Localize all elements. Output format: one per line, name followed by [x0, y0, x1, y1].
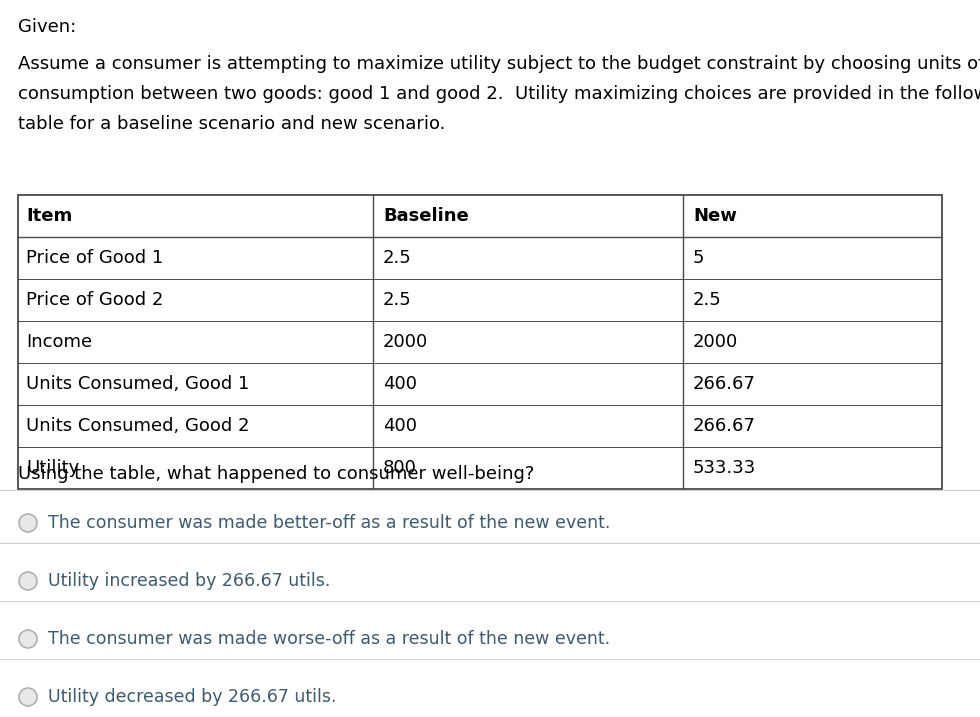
Text: Assume a consumer is attempting to maximize utility subject to the budget constr: Assume a consumer is attempting to maxim…: [18, 55, 980, 73]
Text: 266.67: 266.67: [693, 417, 756, 435]
Text: 400: 400: [383, 375, 417, 393]
Text: Item: Item: [26, 207, 73, 225]
Text: Using the table, what happened to consumer well-being?: Using the table, what happened to consum…: [18, 465, 534, 483]
Text: 2.5: 2.5: [693, 291, 721, 309]
Text: Utility decreased by 266.67 utils.: Utility decreased by 266.67 utils.: [48, 688, 336, 706]
Text: 400: 400: [383, 417, 417, 435]
Text: consumption between two goods: good 1 and good 2.  Utility maximizing choices ar: consumption between two goods: good 1 an…: [18, 85, 980, 103]
Text: Units Consumed, Good 1: Units Consumed, Good 1: [26, 375, 249, 393]
Text: Units Consumed, Good 2: Units Consumed, Good 2: [26, 417, 250, 435]
Bar: [18, 195, 942, 489]
Text: 800: 800: [383, 459, 416, 477]
Text: Price of Good 2: Price of Good 2: [26, 291, 164, 309]
Text: The consumer was made worse-off as a result of the new event.: The consumer was made worse-off as a res…: [48, 630, 611, 648]
Text: Utility: Utility: [26, 459, 79, 477]
Text: New: New: [693, 207, 737, 225]
Ellipse shape: [19, 572, 37, 590]
Text: table for a baseline scenario and new scenario.: table for a baseline scenario and new sc…: [18, 115, 445, 133]
Text: 5: 5: [693, 249, 705, 267]
Text: Price of Good 1: Price of Good 1: [26, 249, 164, 267]
Text: 2.5: 2.5: [383, 249, 412, 267]
Text: 2000: 2000: [693, 333, 738, 351]
Text: The consumer was made better-off as a result of the new event.: The consumer was made better-off as a re…: [48, 514, 611, 532]
Text: 266.67: 266.67: [693, 375, 756, 393]
Text: Given:: Given:: [18, 18, 76, 36]
Ellipse shape: [19, 688, 37, 706]
Text: Utility increased by 266.67 utils.: Utility increased by 266.67 utils.: [48, 572, 330, 590]
Text: 533.33: 533.33: [693, 459, 757, 477]
Ellipse shape: [19, 630, 37, 648]
Text: Income: Income: [26, 333, 92, 351]
Text: 2000: 2000: [383, 333, 428, 351]
Ellipse shape: [19, 514, 37, 532]
Text: Baseline: Baseline: [383, 207, 468, 225]
Text: 2.5: 2.5: [383, 291, 412, 309]
